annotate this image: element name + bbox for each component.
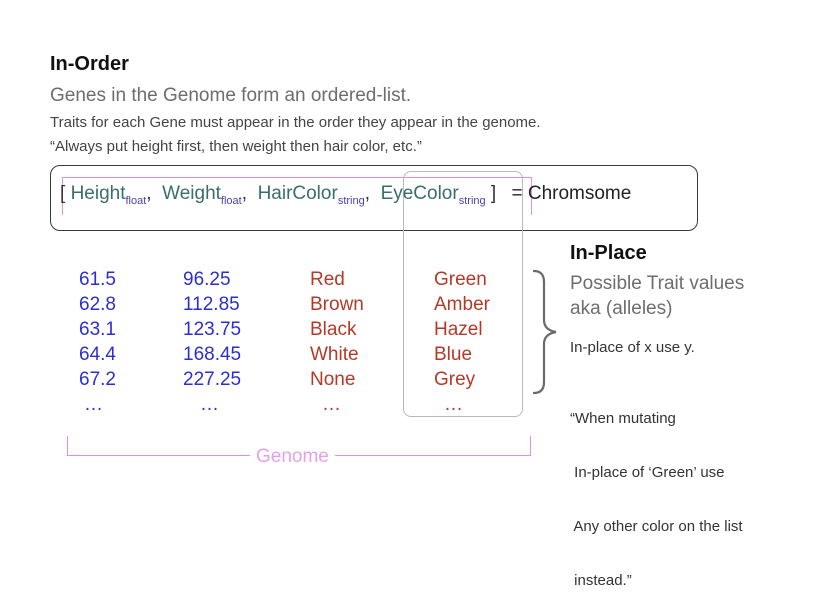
list-item: … bbox=[322, 394, 341, 415]
mutation-quote: “When mutating In-place of ‘Green’ use A… bbox=[570, 374, 743, 608]
list-item: 62.8 bbox=[79, 294, 116, 315]
eyecolor-highlight-box bbox=[403, 171, 523, 417]
gene-haircolor: HairColorstring bbox=[257, 183, 365, 207]
chromosome-definition: [ Heightfloat, Weightfloat, HairColorstr… bbox=[60, 183, 632, 207]
list-item: 227.25 bbox=[183, 369, 242, 390]
quote-line: In-place of ‘Green’ use bbox=[570, 464, 725, 481]
weight-values-column: 96.25 112.85 123.75 168.45 227.25 … bbox=[183, 267, 241, 417]
height-values-column: 61.5 62.8 63.1 64.4 67.2 … bbox=[79, 267, 116, 417]
list-item: Blue bbox=[434, 344, 473, 365]
list-item: Black bbox=[310, 319, 357, 340]
list-item: Grey bbox=[434, 369, 476, 390]
list-item: 64.4 bbox=[79, 344, 116, 365]
curly-brace-icon bbox=[532, 269, 557, 395]
list-item: 61.5 bbox=[79, 269, 116, 290]
genome-span-marker bbox=[62, 177, 532, 215]
list-item: … bbox=[84, 394, 103, 415]
haircolor-values-column: Red Brown Black White None … bbox=[310, 267, 364, 417]
list-item: Brown bbox=[310, 294, 364, 315]
quote-line: Any other color on the list bbox=[570, 518, 743, 535]
subtitle: Genes in the Genome form an ordered-list… bbox=[50, 85, 412, 106]
list-item: Hazel bbox=[434, 319, 483, 340]
list-item: Amber bbox=[434, 294, 490, 315]
list-item: 96.25 bbox=[183, 269, 231, 290]
gene-height: Heightfloat bbox=[70, 183, 147, 207]
alleles-text: aka (alleles) bbox=[570, 298, 673, 319]
order-quote-text: “Always put height first, then weight th… bbox=[50, 138, 422, 155]
gene-weight: Weightfloat bbox=[162, 183, 242, 207]
open-bracket: [ bbox=[60, 183, 66, 204]
chromosome-box bbox=[50, 165, 698, 231]
list-item: None bbox=[310, 369, 356, 390]
gene-eyecolor: EyeColorstring bbox=[380, 183, 486, 207]
close-bracket: ] bbox=[490, 183, 497, 204]
possible-values-text: Possible Trait values bbox=[570, 273, 745, 294]
inplace-rule-text: In-place of x use y. bbox=[570, 339, 695, 356]
list-item: Green bbox=[434, 269, 487, 290]
list-item: 112.85 bbox=[183, 294, 240, 315]
in-order-heading: In-Order bbox=[50, 53, 129, 75]
list-item: 168.45 bbox=[183, 344, 242, 365]
order-rule-text: Traits for each Gene must appear in the … bbox=[50, 114, 541, 131]
in-place-heading: In-Place bbox=[570, 242, 647, 264]
quote-line: instead.” bbox=[570, 572, 632, 589]
quote-line: “When mutating bbox=[570, 410, 676, 427]
genome-label: Genome bbox=[250, 446, 335, 468]
list-item: White bbox=[310, 344, 359, 365]
list-item: 67.2 bbox=[79, 369, 116, 390]
list-item: 123.75 bbox=[183, 319, 242, 340]
eyecolor-values-column: Green Amber Hazel Blue Grey … bbox=[434, 267, 490, 417]
list-item: … bbox=[200, 394, 219, 415]
list-item: … bbox=[444, 394, 463, 415]
chromosome-label: = Chromsome bbox=[511, 183, 632, 204]
list-item: Red bbox=[310, 269, 345, 290]
list-item: 63.1 bbox=[79, 319, 116, 340]
